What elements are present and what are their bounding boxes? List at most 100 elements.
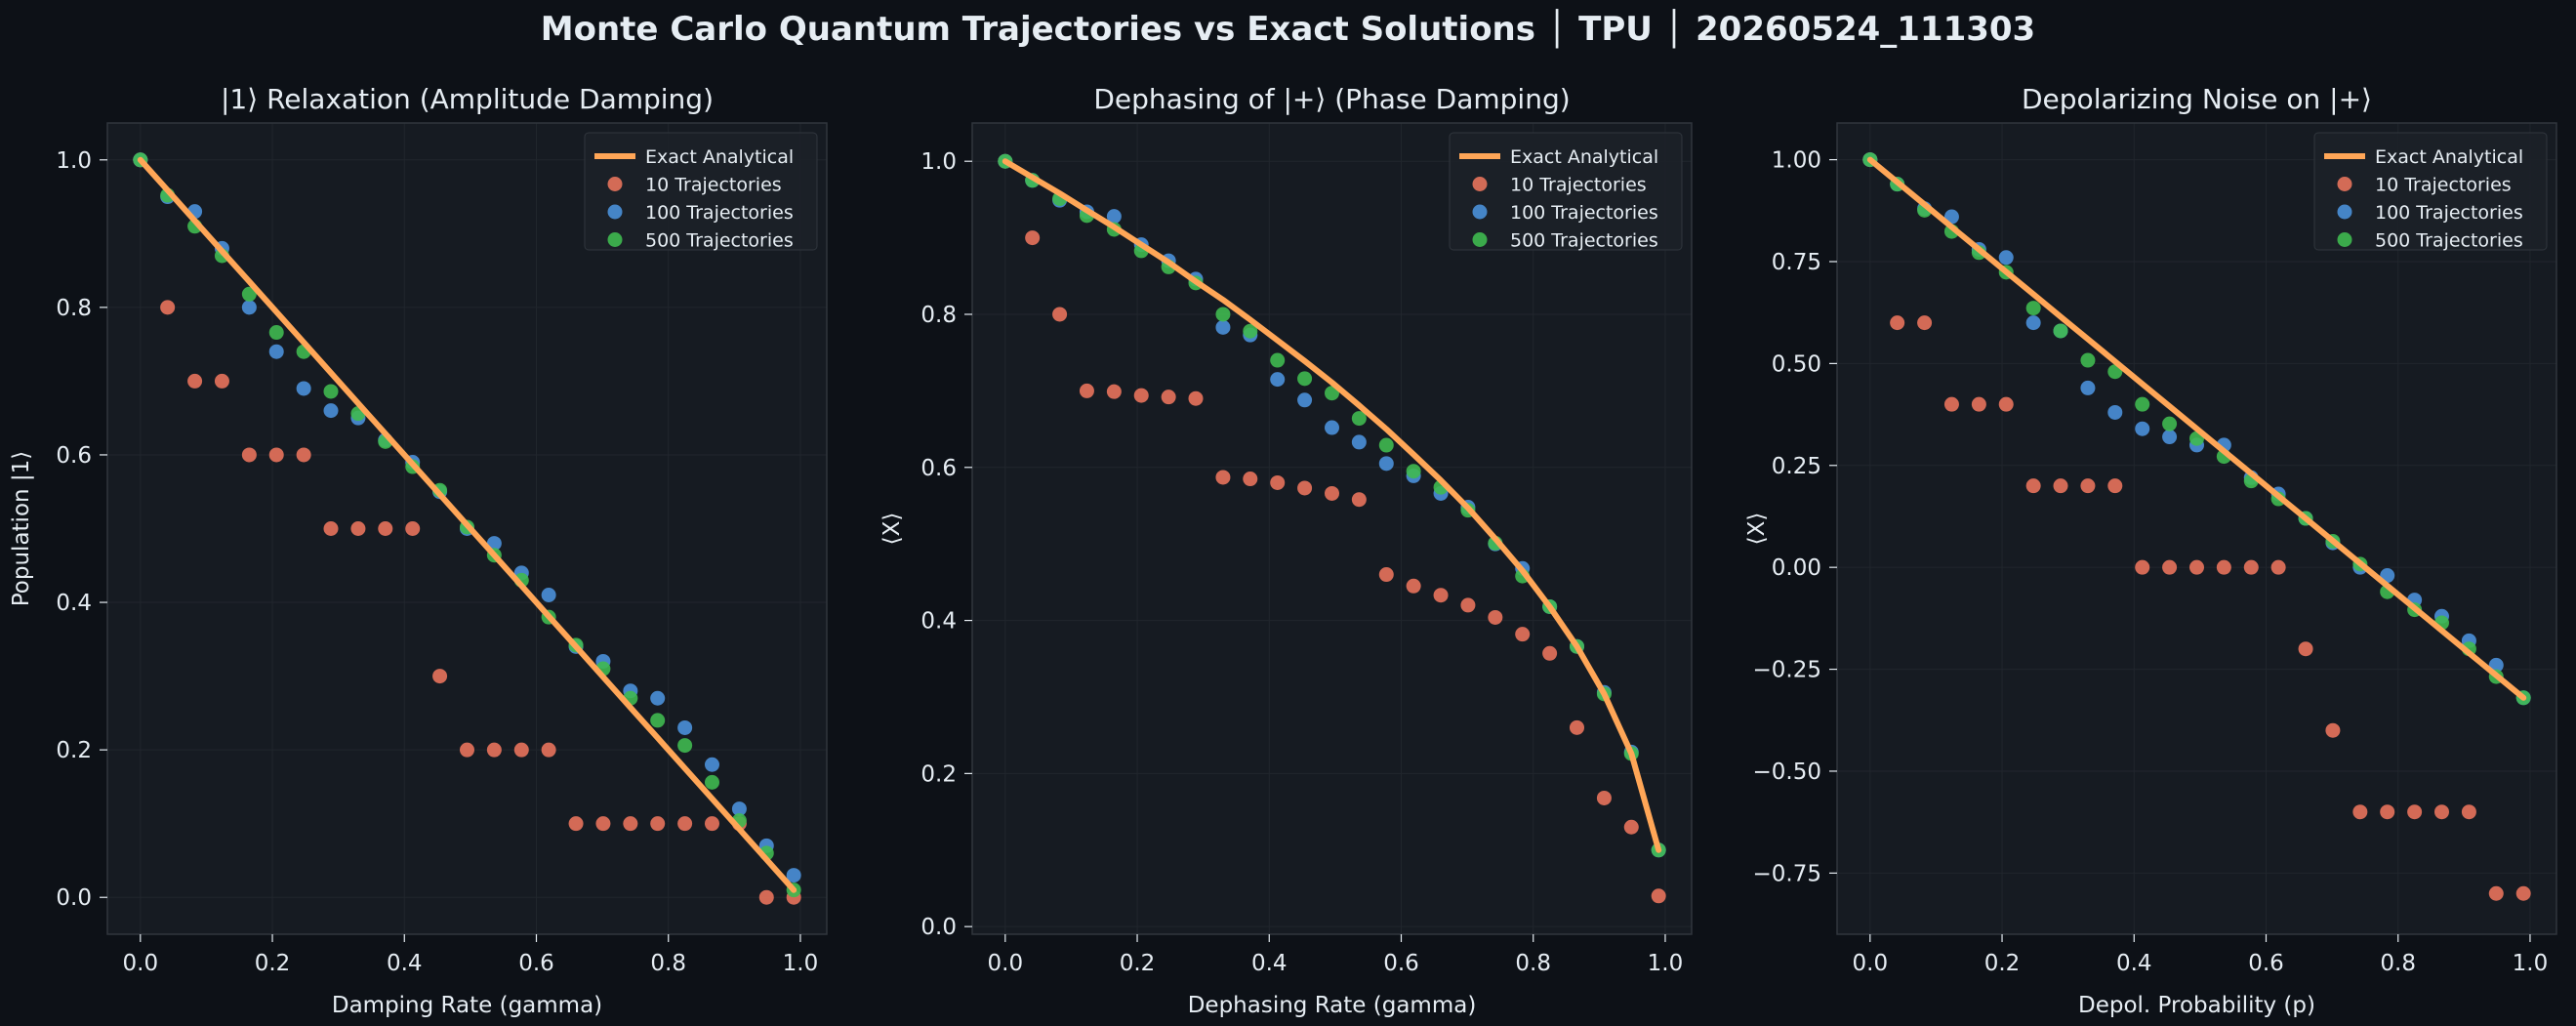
data-point <box>1133 388 1149 403</box>
x-tick-label: 0.8 <box>2380 951 2416 976</box>
x-tick-label: 0.0 <box>123 951 159 976</box>
data-point <box>2162 416 2178 431</box>
data-point <box>1406 464 1421 479</box>
data-point <box>187 373 203 389</box>
data-point <box>650 713 666 728</box>
data-point <box>2325 722 2341 738</box>
data-point <box>214 373 229 389</box>
axes-frame <box>106 122 828 935</box>
data-point <box>677 738 693 754</box>
data-point <box>1161 390 1176 405</box>
data-point <box>2488 885 2504 901</box>
chart-panel-1: 0.0 0.2 0.4 0.6 0.8 1.0 0.0 0.2 0.4 0.6 0.8 1.0 |1⟩ … <box>9 83 828 1018</box>
data-point <box>1488 609 1503 625</box>
analytical-line <box>1866 156 2527 701</box>
data-point <box>595 816 611 832</box>
x-axis-label: Damping Rate (gamma) <box>332 993 602 1018</box>
data-point <box>731 801 747 817</box>
legend-marker-swatch <box>607 177 623 191</box>
data-point <box>677 719 693 735</box>
data-point <box>1998 250 2014 266</box>
legend-marker-swatch <box>2337 204 2352 220</box>
x-tick-label: 0.4 <box>387 951 423 976</box>
data-point <box>568 816 584 832</box>
data-point <box>2135 559 2150 575</box>
y-tick-label: 0.50 <box>1772 351 1821 377</box>
data-point <box>1596 790 1612 805</box>
data-point <box>650 816 666 832</box>
y-tick-label: −0.75 <box>1753 861 1821 886</box>
data-point <box>1569 719 1584 735</box>
data-point <box>2189 559 2204 575</box>
legend-label: 10 Trajectories <box>1510 175 1647 196</box>
data-point <box>2025 478 2041 494</box>
chart-panel-2: 0.0 0.2 0.4 0.6 0.8 1.0 0.0 0.2 0.4 0.6 0.8 1.0 Deph… <box>879 83 1693 1018</box>
y-tick-label: 0.6 <box>920 456 957 481</box>
data-point <box>1351 434 1367 450</box>
legend-label: 500 Trajectories <box>2375 230 2523 252</box>
axes-frame <box>971 122 1693 935</box>
data-point <box>2433 804 2449 820</box>
legend-label: Exact Analytical <box>645 146 794 168</box>
legend-marker-swatch <box>607 204 623 220</box>
data-point <box>1325 386 1339 401</box>
y-tick-label: 0.4 <box>56 591 92 616</box>
data-point <box>2216 559 2231 575</box>
y-tick-label: 0.4 <box>920 609 957 635</box>
data-point <box>1917 315 1933 331</box>
y-tick-label: 0.75 <box>1772 250 1821 275</box>
data-point <box>704 816 719 832</box>
x-tick-label: 0.4 <box>2116 951 2152 976</box>
x-tick-label: 0.0 <box>988 951 1024 976</box>
data-point <box>1890 315 1905 331</box>
data-point <box>268 325 284 341</box>
data-point <box>486 742 502 758</box>
chart-title: Depolarizing Noise on |+⟩ <box>2022 83 2372 115</box>
data-point <box>241 300 257 315</box>
data-point <box>1351 492 1367 508</box>
data-point <box>1297 480 1313 496</box>
analytical-line <box>137 156 797 893</box>
data-point <box>704 774 719 790</box>
data-point <box>541 587 556 602</box>
data-point <box>1215 470 1231 485</box>
data-point <box>1943 396 1959 412</box>
data-point <box>296 447 311 463</box>
x-axis-label: Dephasing Rate (gamma) <box>1188 993 1477 1018</box>
data-point <box>1378 567 1394 583</box>
data-point <box>1542 645 1558 661</box>
legend-box <box>2313 132 2548 251</box>
legend-marker-swatch <box>2337 177 2352 191</box>
data-point <box>786 868 801 883</box>
legend-marker-swatch <box>607 232 623 247</box>
data-point <box>1433 588 1449 603</box>
y-axis-label: ⟨X⟩ <box>879 513 905 546</box>
data-point <box>2053 323 2068 339</box>
y-tick-label: 1.0 <box>56 148 92 174</box>
legend-label: Exact Analytical <box>2375 146 2523 168</box>
y-axis-label: Population |1⟩ <box>9 451 34 607</box>
data-point <box>2162 430 2178 445</box>
data-point <box>1025 230 1041 246</box>
legend-label: 500 Trajectories <box>1510 230 1658 252</box>
data-point <box>677 816 693 832</box>
data-point <box>323 521 339 536</box>
data-point <box>2243 559 2259 575</box>
data-point <box>1297 392 1313 408</box>
data-point <box>1998 396 2014 412</box>
legend: Exact Analytical 10 Trajectories 100 Traje… <box>2313 132 2548 252</box>
data-point <box>2107 404 2123 420</box>
data-point <box>2298 641 2313 657</box>
data-point <box>650 690 666 706</box>
legend-box <box>584 132 818 251</box>
data-point <box>1460 597 1476 613</box>
x-tick-label: 1.0 <box>2513 951 2549 976</box>
data-point <box>323 384 339 399</box>
data-point <box>1270 352 1286 368</box>
data-point <box>2107 478 2123 494</box>
data-point <box>2053 478 2068 494</box>
x-tick-label: 0.2 <box>255 951 291 976</box>
legend-marker-swatch <box>1472 232 1488 247</box>
chart-panel-3: 0.0 0.2 0.4 0.6 0.8 1.0 −0.75 −0.50 −0.25 0.00 0.2… <box>1744 83 2557 1018</box>
chart-title: Dephasing of |+⟩ (Phase Damping) <box>1093 83 1570 115</box>
